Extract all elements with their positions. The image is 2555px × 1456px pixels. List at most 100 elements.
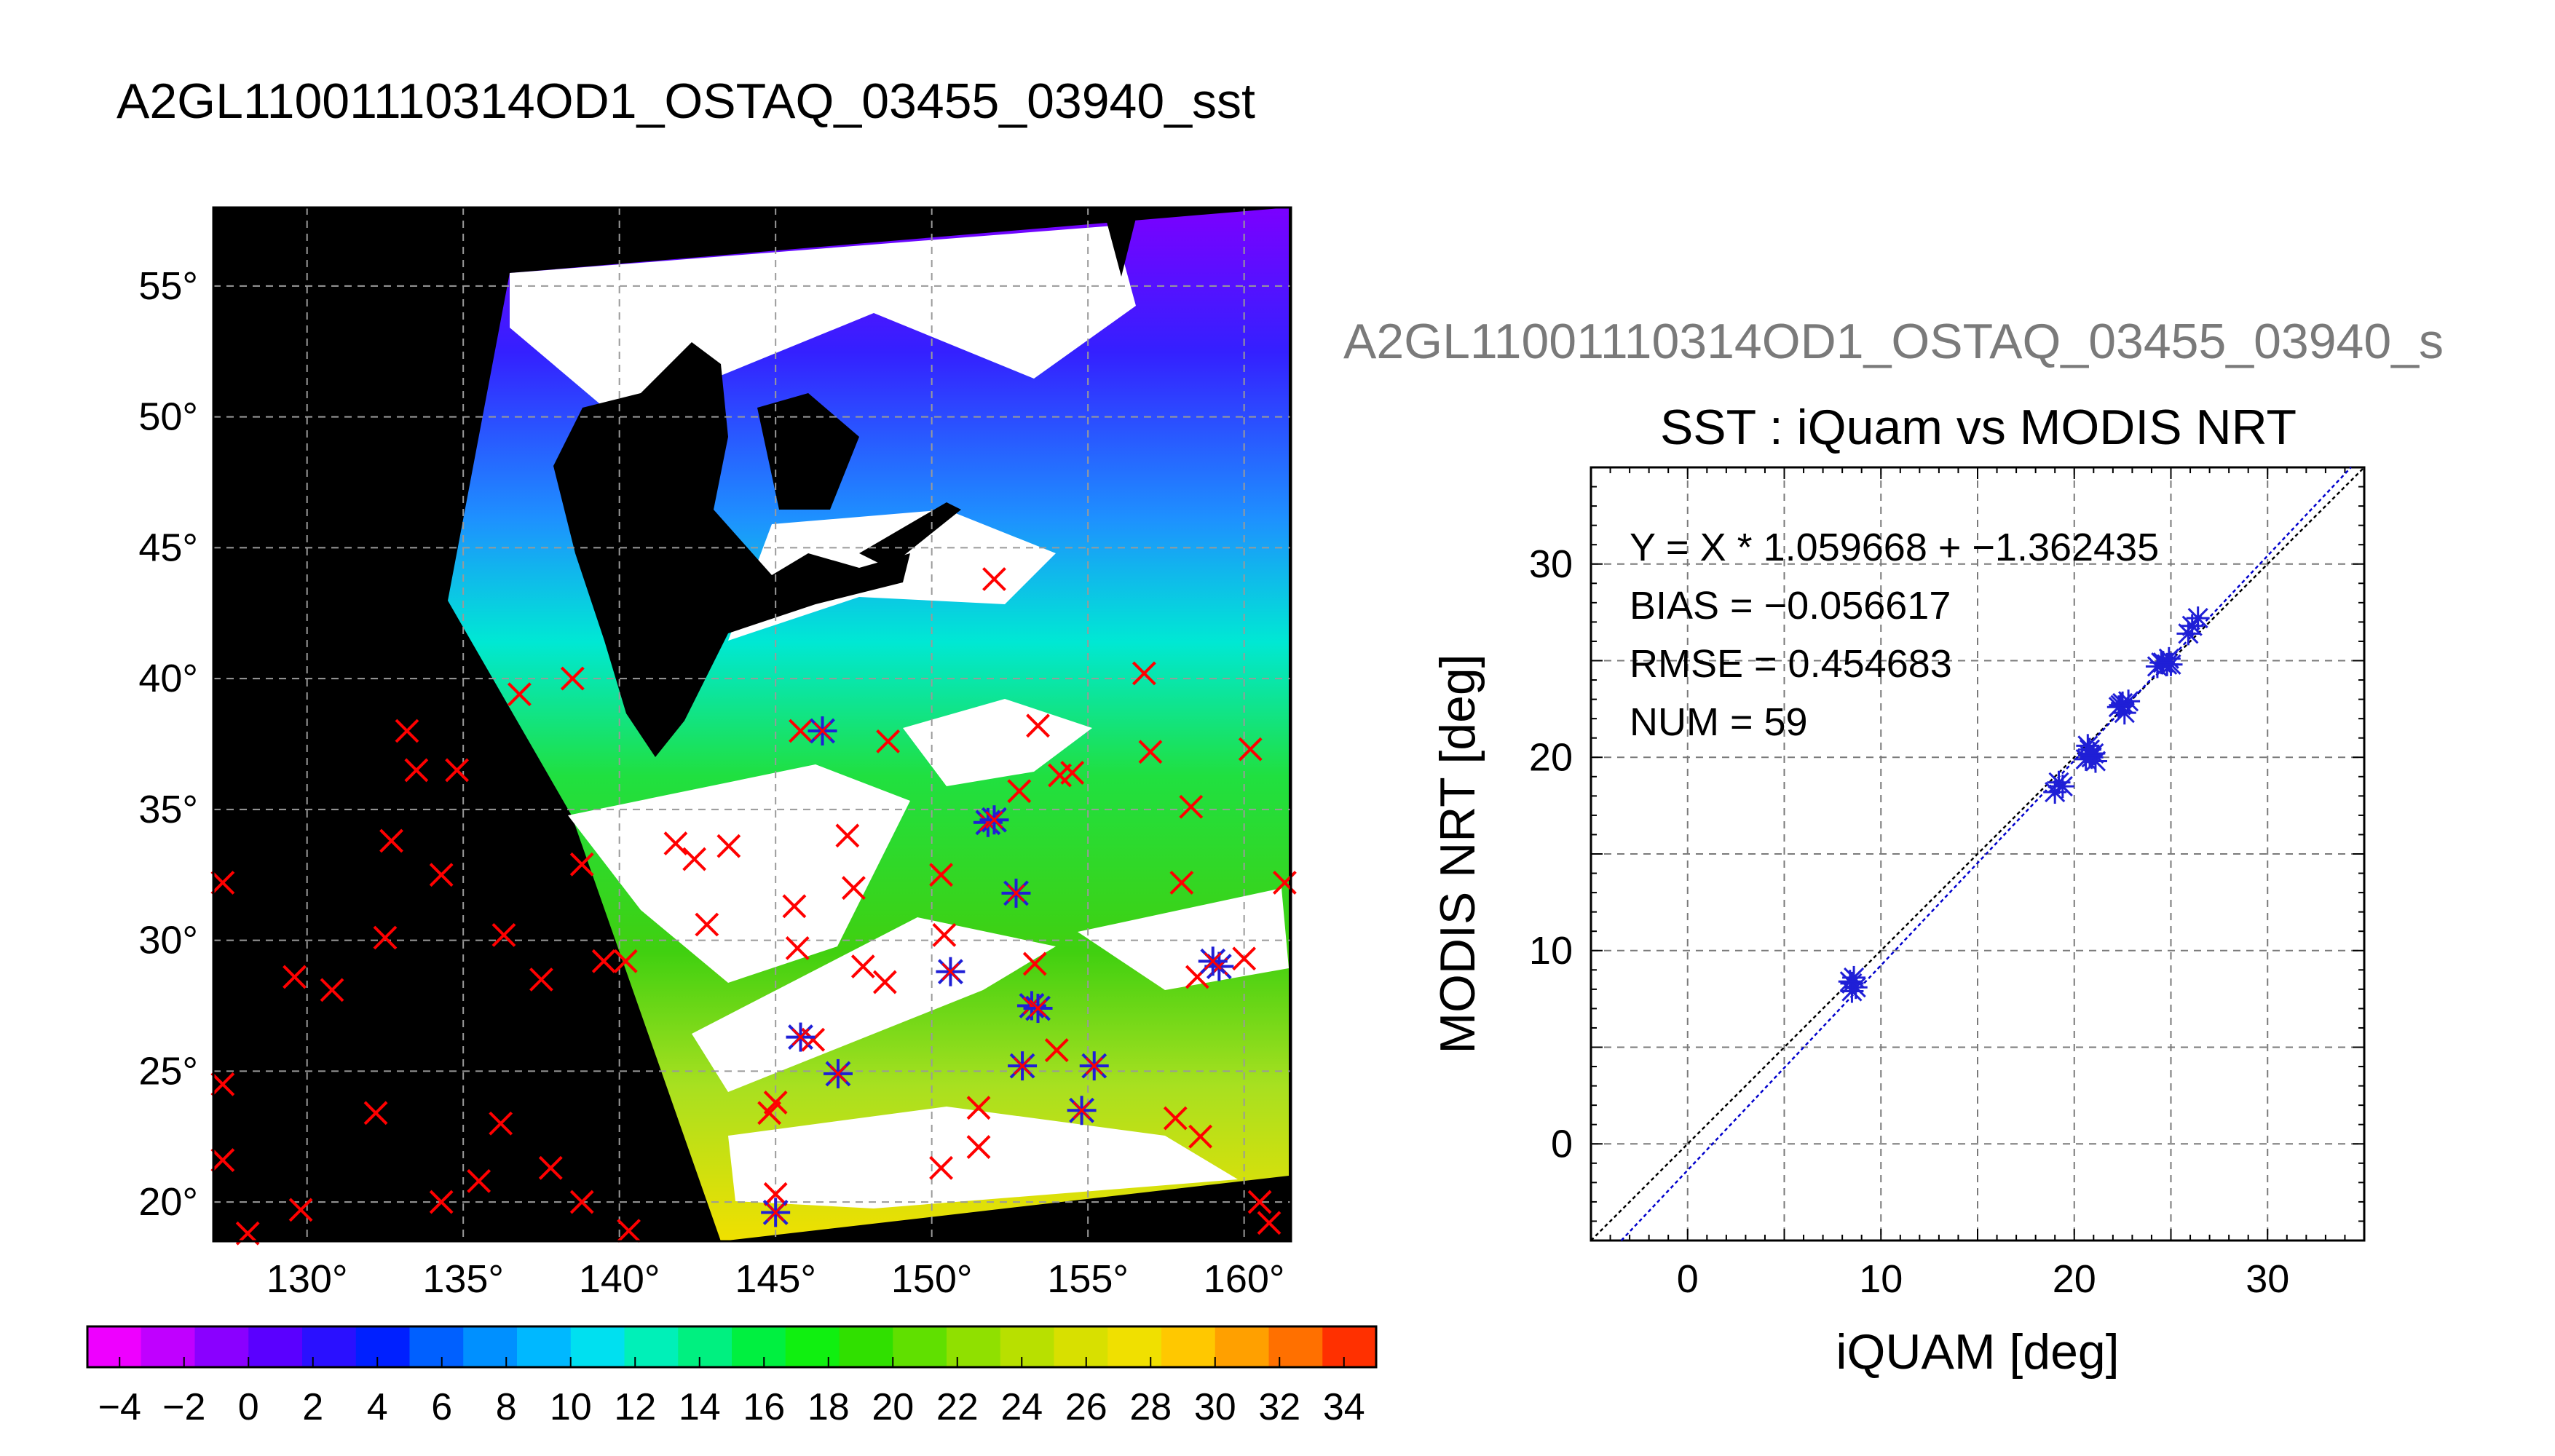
- matched-marker-red: [1014, 1057, 1032, 1075]
- figure-title: A2GL11001110314OD1_OSTAQ_03455_03940_sst: [117, 74, 1255, 129]
- matched-marker: [936, 957, 965, 986]
- insitu-marker: [782, 894, 807, 919]
- insitu-marker: [395, 719, 419, 743]
- scatter-annotation: RMSE = 0.454683: [1630, 642, 1952, 686]
- colorbar-segment: [1215, 1326, 1269, 1367]
- colorbar-label: 30: [1194, 1386, 1236, 1428]
- insitu-marker: [613, 949, 638, 973]
- matched-points: [761, 716, 1234, 1227]
- secondary-title: A2GL11001110314OD1_OSTAQ_03455_03940_s: [1343, 314, 2444, 369]
- lon-tick-label: 130°: [266, 1257, 348, 1301]
- insitu-marker: [1232, 946, 1257, 971]
- scatter-ytick-label: 20: [1529, 735, 1573, 779]
- lon-tick-label: 150°: [891, 1257, 973, 1301]
- matched-marker: [1001, 878, 1031, 908]
- map-lat-labels: 55° 50° 45° 40° 35° 30° 25° 20°: [138, 264, 198, 1224]
- colorbar-segment: [517, 1326, 572, 1367]
- lon-tick-label: 140°: [579, 1257, 660, 1301]
- insitu-marker: [283, 965, 307, 989]
- colorbar-segment: [785, 1326, 840, 1367]
- insitu-marker: [569, 852, 594, 877]
- lat-tick-label: 45°: [138, 526, 198, 569]
- scatter-ytick-label: 10: [1529, 929, 1573, 973]
- lat-tick-label: 25°: [138, 1049, 198, 1093]
- lat-tick-label: 20°: [138, 1180, 198, 1224]
- insitu-marker: [429, 1190, 454, 1214]
- colorbar-segment: [141, 1326, 195, 1367]
- insitu-marker: [467, 1168, 491, 1193]
- colorbar-segment: [1107, 1326, 1162, 1367]
- insitu-marker: [538, 1155, 563, 1180]
- insitu-marker: [757, 1101, 782, 1125]
- insitu-marker: [288, 1198, 313, 1222]
- scatter-xtick-label: 20: [2053, 1257, 2096, 1301]
- lat-tick-label: 30°: [138, 919, 198, 962]
- colorbar-segment: [87, 1326, 142, 1367]
- scatter-ytick-label: 30: [1529, 542, 1573, 586]
- insitu-marker: [695, 912, 719, 937]
- lon-tick-label: 145°: [735, 1257, 816, 1301]
- matched-marker-red: [1085, 1057, 1103, 1075]
- matched-marker-red: [813, 721, 832, 740]
- colorbar-label: 18: [807, 1386, 850, 1428]
- colorbar-segment: [678, 1326, 732, 1367]
- insitu-marker: [1007, 779, 1032, 804]
- insitu-marker: [763, 1091, 788, 1115]
- colorbar-segment: [409, 1326, 464, 1367]
- insitu-marker: [210, 1072, 235, 1096]
- insitu-marker: [1238, 737, 1263, 761]
- scatter-ytick-label: 0: [1551, 1122, 1573, 1166]
- matched-marker: [1023, 994, 1053, 1024]
- colorbar-label: 0: [238, 1386, 259, 1428]
- matched-marker: [979, 805, 1009, 835]
- colorbar-label: 28: [1129, 1386, 1172, 1428]
- colorbar-segment: [463, 1326, 518, 1367]
- matched-marker-red: [985, 811, 1003, 829]
- insitu-marker: [789, 719, 813, 743]
- colorbar-segment: [893, 1326, 947, 1367]
- insitu-marker: [966, 1096, 991, 1120]
- colorbar-segment: [624, 1326, 679, 1367]
- colorbar-label: 24: [1000, 1386, 1043, 1428]
- lat-tick-label: 35°: [138, 788, 198, 831]
- matched-marker-red: [767, 1203, 785, 1222]
- insitu-marker: [835, 823, 860, 848]
- scatter-annotation: BIAS = −0.056617: [1630, 584, 1951, 628]
- colorbar-segment: [1268, 1326, 1323, 1367]
- matched-marker: [1198, 946, 1228, 976]
- insitu-marker: [929, 863, 953, 887]
- insitu-marker: [617, 1219, 641, 1243]
- scatter-plot: SST : iQuam vs MODIS NRT 0 10 20 300102030 …: [1430, 400, 2366, 1380]
- colorbar-label: 10: [550, 1386, 592, 1428]
- colorbar-label: 12: [614, 1386, 656, 1428]
- map-grid: [213, 207, 1291, 1241]
- matched-marker-red: [1007, 884, 1025, 902]
- lon-tick-label: 135°: [422, 1257, 504, 1301]
- insitu-marker: [445, 758, 470, 783]
- scatter-xlabel: iQUAM [deg]: [1836, 1324, 2119, 1380]
- colorbar-segment: [248, 1326, 303, 1367]
- lat-tick-label: 40°: [138, 657, 198, 700]
- insitu-marker: [1022, 951, 1047, 976]
- matched-marker: [761, 1198, 791, 1227]
- insitu-marker: [210, 1148, 235, 1172]
- insitu-marker: [569, 1190, 594, 1214]
- insitu-marker: [591, 949, 616, 973]
- scatter-ylabel: MODIS NRT [deg]: [1430, 654, 1485, 1053]
- insitu-marker: [842, 876, 866, 901]
- scatter-xtick-label: 30: [2246, 1257, 2289, 1301]
- scatter-point: [1838, 970, 1862, 994]
- lon-tick-label: 160°: [1204, 1257, 1285, 1301]
- scatter-point: [2151, 651, 2175, 675]
- colorbar-labels: −4 −2 0 2 4 6 8 10 12 14 16 18 20 22 24 26 28 30 32 34: [98, 1386, 1365, 1428]
- insitu-marker: [489, 1111, 513, 1136]
- colorbar-label: 8: [496, 1386, 517, 1428]
- insitu-marker: [932, 922, 957, 947]
- insitu-marker: [529, 968, 553, 992]
- insitu-marker: [966, 1135, 991, 1159]
- insitu-marker: [210, 871, 235, 895]
- matched-marker-red: [791, 1028, 810, 1046]
- colorbar-segment: [355, 1326, 410, 1367]
- insitu-marker: [1026, 713, 1050, 738]
- insitu-marker: [1257, 1211, 1282, 1235]
